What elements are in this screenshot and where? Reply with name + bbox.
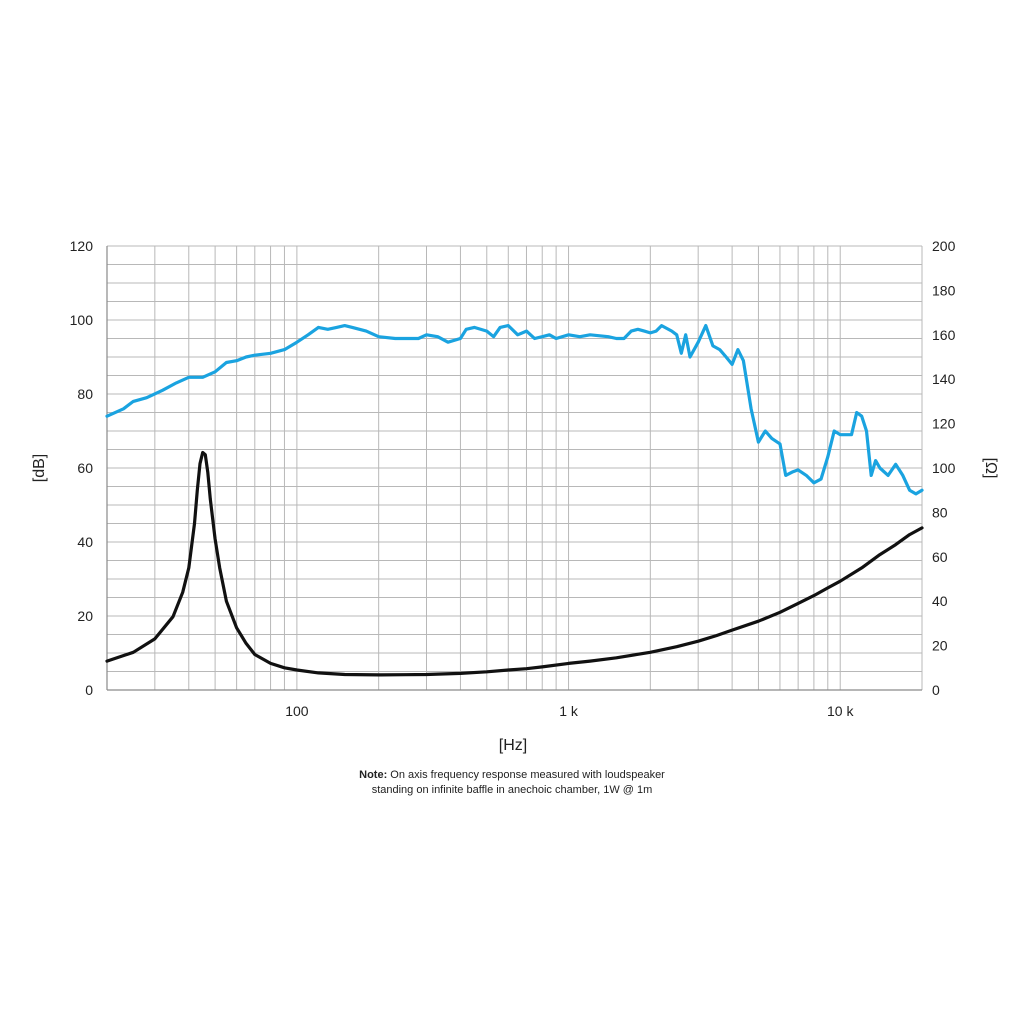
x-tick-label: 100 [285, 703, 309, 719]
y-tick-label-left: 120 [70, 238, 94, 254]
note-bold-label: Note: [359, 769, 388, 781]
y-tick-label-right: 100 [932, 460, 956, 476]
y-tick-label-left: 0 [85, 682, 93, 698]
x-tick-label: 10 k [827, 703, 854, 719]
y-tick-label-left: 60 [77, 460, 93, 476]
y-tick-label-right: 20 [932, 638, 948, 654]
y-tick-label-right: 180 [932, 282, 956, 298]
y-tick-label-right: 40 [932, 593, 948, 609]
note-line-2: standing on infinite baffle in anechoic … [371, 784, 653, 796]
y-tick-label-right: 120 [932, 416, 956, 432]
series-layer [105, 324, 924, 677]
y-axis-label-right: [Ω] [982, 458, 999, 479]
spl-response-line [105, 324, 924, 496]
y-tick-label-right: 140 [932, 371, 956, 387]
y-tick-label-right: 60 [932, 549, 948, 565]
note-line-1: On axis frequency response measured with… [387, 769, 665, 781]
y-axis-label-left: [dB] [31, 454, 48, 482]
y-tick-label-right: 0 [932, 682, 940, 698]
tick-labels: 0 20 40 60 80 100 120 0 20 40 60 80 100 120 140 160 180 2… [70, 238, 956, 719]
y-tick-label-right: 160 [932, 327, 956, 343]
y-tick-label-left: 80 [77, 386, 93, 402]
y-tick-label-right: 80 [932, 504, 948, 520]
y-tick-label-left: 100 [70, 312, 94, 328]
y-tick-label-right: 200 [932, 238, 956, 254]
x-tick-label: 1 k [559, 703, 579, 719]
x-axis-label: [Hz] [499, 737, 527, 754]
y-tick-label-left: 40 [77, 534, 93, 550]
plot-grid [106, 245, 923, 691]
measurement-note: Note: On axis frequency response measure… [0, 768, 1024, 798]
impedance-line [105, 450, 924, 677]
y-tick-label-left: 20 [77, 608, 93, 624]
